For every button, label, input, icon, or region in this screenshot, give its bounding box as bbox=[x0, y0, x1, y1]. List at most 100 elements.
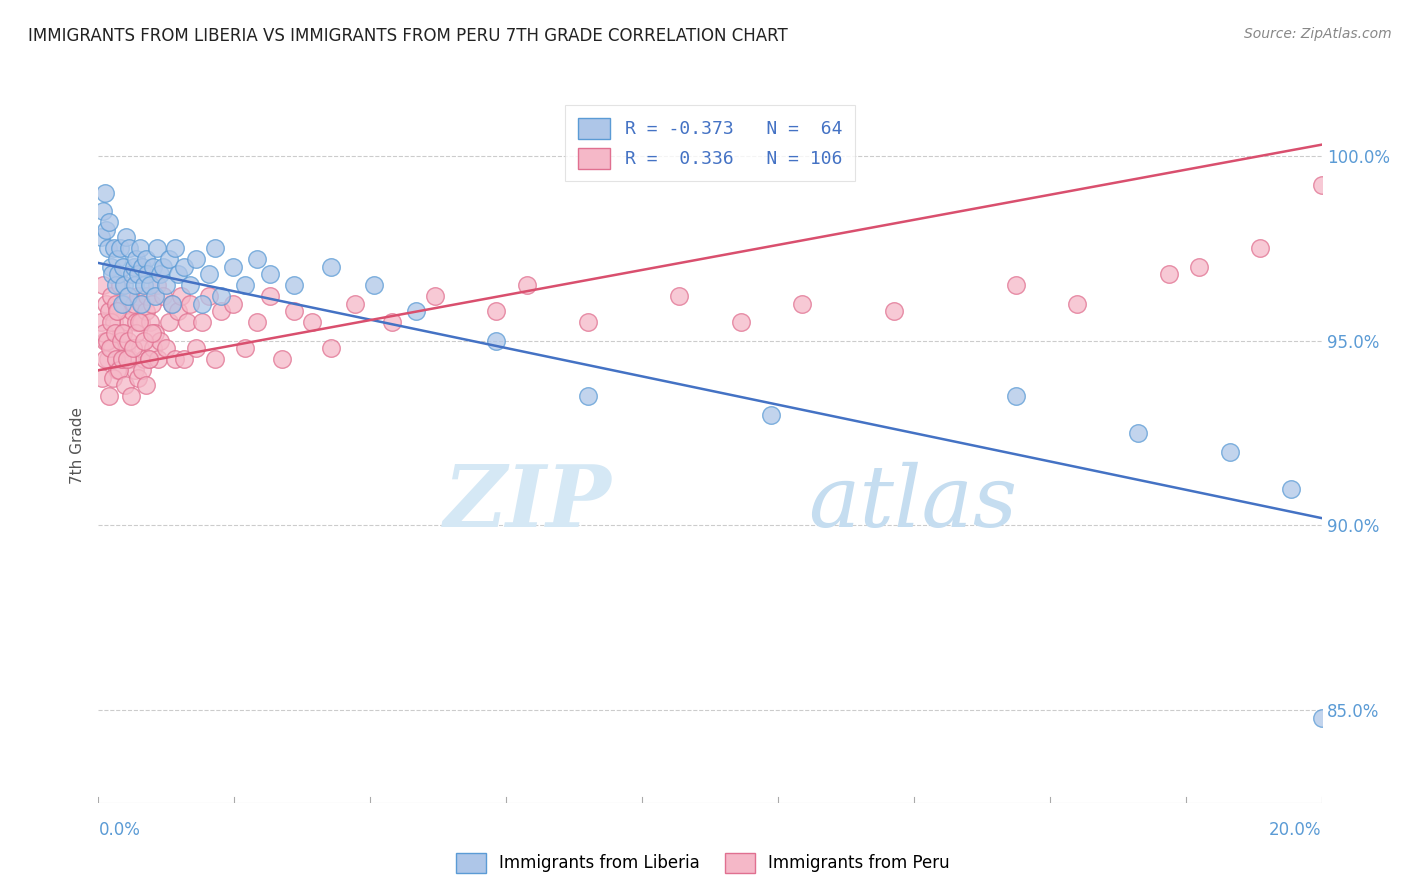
Point bbox=[1004, 389, 1026, 403]
Point bbox=[167, 267, 190, 281]
Point bbox=[111, 260, 134, 274]
Text: Source: ZipAtlas.com: Source: ZipAtlas.com bbox=[1244, 27, 1392, 41]
Point bbox=[1128, 425, 1150, 440]
Point bbox=[167, 304, 190, 318]
Point bbox=[1279, 482, 1302, 496]
Point bbox=[93, 326, 115, 341]
Point bbox=[128, 315, 150, 329]
Point bbox=[142, 260, 165, 274]
Point bbox=[152, 260, 174, 274]
Point bbox=[134, 352, 156, 367]
Point bbox=[233, 341, 256, 355]
Point bbox=[90, 315, 112, 329]
Point bbox=[127, 370, 149, 384]
Point bbox=[259, 267, 281, 281]
Point bbox=[246, 252, 269, 267]
Point bbox=[112, 296, 135, 310]
Point bbox=[1066, 296, 1088, 310]
Point bbox=[160, 296, 183, 310]
Point bbox=[155, 278, 177, 293]
Point bbox=[103, 315, 125, 329]
Point bbox=[139, 278, 162, 293]
Point bbox=[148, 352, 170, 367]
Point bbox=[141, 296, 163, 310]
Point bbox=[131, 363, 153, 377]
Point bbox=[103, 241, 125, 255]
Point bbox=[163, 241, 186, 255]
Point bbox=[105, 252, 128, 267]
Point bbox=[204, 352, 226, 367]
Point bbox=[107, 267, 129, 281]
Point bbox=[122, 296, 145, 310]
Point bbox=[97, 352, 120, 367]
Point bbox=[118, 289, 141, 303]
Point bbox=[170, 289, 193, 303]
Point bbox=[173, 352, 195, 367]
Point bbox=[111, 326, 134, 341]
Point bbox=[668, 289, 690, 303]
Point bbox=[100, 260, 122, 274]
Point bbox=[91, 370, 114, 384]
Point bbox=[141, 326, 163, 341]
Point bbox=[93, 186, 115, 200]
Point bbox=[186, 252, 208, 267]
Point bbox=[179, 296, 201, 310]
Point bbox=[730, 315, 752, 329]
Point bbox=[118, 241, 141, 255]
Text: 20.0%: 20.0% bbox=[1270, 822, 1322, 839]
Point bbox=[270, 352, 294, 367]
Point bbox=[127, 267, 149, 281]
Point bbox=[246, 315, 269, 329]
Point bbox=[104, 296, 127, 310]
Point bbox=[120, 352, 142, 367]
Point bbox=[209, 289, 232, 303]
Legend: R = -0.373   N =  64, R =  0.336   N = 106: R = -0.373 N = 64, R = 0.336 N = 106 bbox=[565, 105, 855, 181]
Point bbox=[131, 296, 153, 310]
Point bbox=[111, 352, 134, 367]
Point bbox=[1310, 711, 1333, 725]
Point bbox=[301, 315, 323, 329]
Point bbox=[94, 296, 117, 310]
Point bbox=[94, 352, 117, 367]
Point bbox=[111, 296, 134, 310]
Point bbox=[108, 278, 131, 293]
Point bbox=[138, 352, 160, 367]
Point bbox=[112, 326, 135, 341]
Point bbox=[344, 296, 367, 310]
Point bbox=[129, 241, 152, 255]
Point bbox=[149, 267, 172, 281]
Point bbox=[136, 289, 159, 303]
Point bbox=[186, 341, 208, 355]
Point bbox=[98, 341, 121, 355]
Point bbox=[122, 260, 145, 274]
Point bbox=[131, 260, 153, 274]
Point bbox=[209, 304, 232, 318]
Point bbox=[222, 260, 245, 274]
Point bbox=[96, 334, 118, 348]
Point bbox=[204, 241, 226, 255]
Point bbox=[222, 296, 245, 310]
Point bbox=[160, 296, 183, 310]
Point bbox=[136, 267, 159, 281]
Point bbox=[134, 278, 156, 293]
Point bbox=[100, 289, 122, 303]
Point bbox=[129, 341, 152, 355]
Point bbox=[149, 334, 172, 348]
Legend: Immigrants from Liberia, Immigrants from Peru: Immigrants from Liberia, Immigrants from… bbox=[450, 847, 956, 880]
Point bbox=[145, 241, 167, 255]
Point bbox=[143, 289, 166, 303]
Point bbox=[108, 363, 131, 377]
Point bbox=[91, 278, 114, 293]
Text: ZIP: ZIP bbox=[444, 461, 612, 545]
Point bbox=[883, 304, 905, 318]
Point bbox=[115, 341, 138, 355]
Point bbox=[197, 289, 219, 303]
Point bbox=[104, 278, 127, 293]
Point bbox=[1188, 260, 1211, 274]
Point bbox=[97, 241, 120, 255]
Point bbox=[105, 304, 128, 318]
Point bbox=[319, 341, 342, 355]
Point bbox=[1157, 267, 1180, 281]
Point bbox=[115, 352, 138, 367]
Point bbox=[115, 230, 138, 244]
